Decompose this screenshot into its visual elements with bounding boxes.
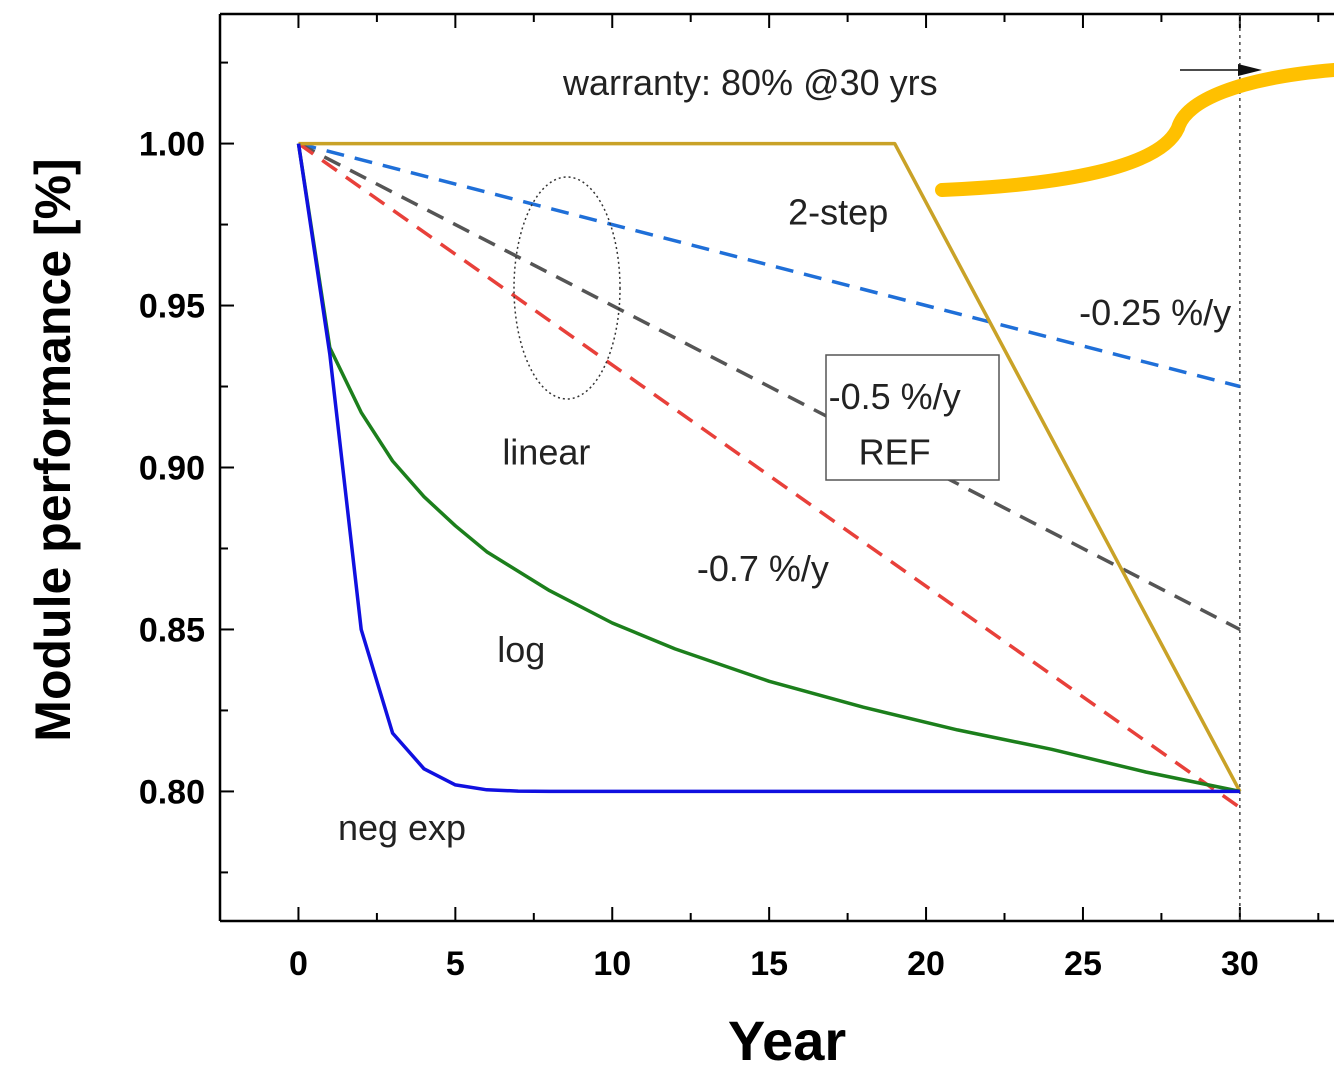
ref-box	[825, 354, 1000, 481]
x-tick-label: 15	[750, 945, 788, 983]
annotation-label: linear	[502, 431, 590, 472]
annotation-label: REF	[859, 431, 931, 472]
annotation-label: warranty: 80% @30 yrs	[562, 62, 938, 103]
y-tick-label: 0.90	[139, 450, 205, 488]
series-line-0	[298, 141, 1241, 389]
annotation-label: log	[497, 629, 545, 670]
x-axis-title: Year	[728, 1009, 846, 1066]
linear-group-ellipse	[513, 176, 621, 400]
x-tick-label: 10	[593, 945, 631, 983]
series-line-2	[297, 142, 1241, 810]
series-layer	[296, 141, 1242, 810]
warranty-arrow-head	[1238, 64, 1262, 76]
x-tick-label: 25	[1064, 945, 1102, 983]
series-line-4	[296, 143, 1241, 794]
tick-labels: 0 5 10 15 20 25 30 0.80 0.85 0.90 0.95 1.00	[139, 126, 1259, 983]
x-tick-label: 20	[907, 945, 945, 983]
highlight-arrow	[935, 63, 1334, 197]
y-tick-label: 0.95	[139, 288, 205, 326]
annotations: warranty: 80% @30 yrs 2-step -0.25 %/y -0.5…	[338, 62, 1231, 848]
series-line-3	[298, 141, 1242, 793]
x-tick-label: 5	[446, 945, 465, 983]
y-tick-label: 1.00	[139, 126, 205, 164]
decorations	[513, 63, 1334, 481]
annotation-label: 2-step	[788, 192, 888, 233]
annotation-label: -0.7 %/y	[697, 548, 829, 589]
y-tick-label: 0.85	[139, 611, 205, 649]
axis-ticks	[220, 14, 1320, 921]
series-line-5	[296, 143, 1240, 794]
annotation-label: -0.25 %/y	[1079, 292, 1231, 333]
annotation-label: neg exp	[338, 807, 466, 848]
series-line-1	[297, 142, 1241, 632]
x-tick-label: 0	[289, 945, 308, 983]
y-axis-title: Module performance [%]	[25, 158, 81, 741]
y-tick-label: 0.80	[139, 773, 205, 811]
x-tick-label: 30	[1221, 945, 1259, 983]
annotation-label: -0.5 %/y	[829, 376, 961, 417]
